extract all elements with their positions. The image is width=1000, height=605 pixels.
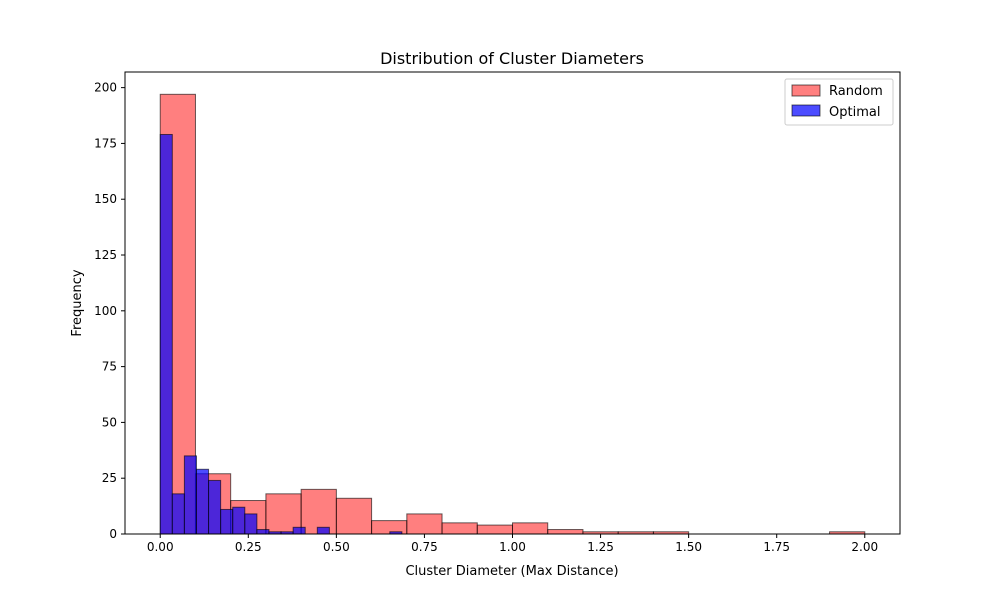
histogram-bar-random <box>441 522 478 535</box>
histogram-bar-random <box>406 513 443 535</box>
x-tick-label: 2.00 <box>851 540 878 554</box>
axes-frame <box>124 71 901 535</box>
x-axis-ticks: 0.00 0.25 0.50 0.75 1.00 1.25 1.50 1.75 2.00 <box>147 534 878 554</box>
histogram-bar-random <box>512 522 549 535</box>
y-tick-label: 200 <box>94 81 117 95</box>
y-tick-label: 0 <box>109 527 117 541</box>
histogram-bar-optimal <box>171 493 185 535</box>
x-tick-label: 1.75 <box>763 540 790 554</box>
series-random <box>159 93 866 535</box>
histogram-bar-optimal <box>232 506 246 535</box>
legend-label-optimal: Optimal <box>829 105 880 120</box>
bars-layer <box>159 93 866 535</box>
x-axis-title: Cluster Diameter (Max Distance) <box>405 564 618 579</box>
y-tick-label: 25 <box>102 471 117 485</box>
histogram-bar-optimal <box>159 133 173 535</box>
x-tick-label: 0.00 <box>147 540 174 554</box>
y-tick-label: 50 <box>102 415 117 429</box>
x-tick-label: 1.00 <box>499 540 526 554</box>
histogram-bar-optimal <box>316 526 330 535</box>
legend-swatch-random <box>791 84 821 97</box>
histogram-bar-optimal <box>195 468 210 535</box>
x-tick-label: 1.25 <box>587 540 614 554</box>
y-axis-ticks: 0 25 50 75 100 125 150 175 200 <box>94 81 125 541</box>
y-tick-label: 175 <box>94 136 117 150</box>
y-tick-label: 125 <box>94 248 117 262</box>
y-tick-label: 100 <box>94 304 117 318</box>
legend-label-random: Random <box>829 84 883 99</box>
x-tick-label: 1.50 <box>675 540 702 554</box>
x-tick-label: 0.50 <box>323 540 350 554</box>
legend-swatch-optimal <box>791 104 821 117</box>
histogram-bar-random <box>547 529 584 535</box>
histogram-bar-random <box>476 524 513 535</box>
histogram-bar-optimal <box>183 455 197 535</box>
histogram-bar-optimal <box>244 513 258 535</box>
histogram-bar-optimal <box>256 529 270 535</box>
series-optimal <box>159 133 403 535</box>
chart-title: Distribution of Cluster Diameters <box>380 49 644 68</box>
y-tick-label: 150 <box>94 192 117 206</box>
y-tick-label: 75 <box>102 360 117 374</box>
x-tick-label: 0.75 <box>411 540 438 554</box>
histogram-bar-optimal <box>292 526 306 535</box>
histogram-bar-optimal <box>208 479 222 535</box>
legend: Random Optimal <box>784 78 894 126</box>
histogram-bar-random <box>335 497 373 535</box>
histogram-bar-optimal <box>220 508 234 535</box>
x-tick-label: 0.25 <box>235 540 262 554</box>
y-axis-title: Frequency <box>70 269 85 336</box>
